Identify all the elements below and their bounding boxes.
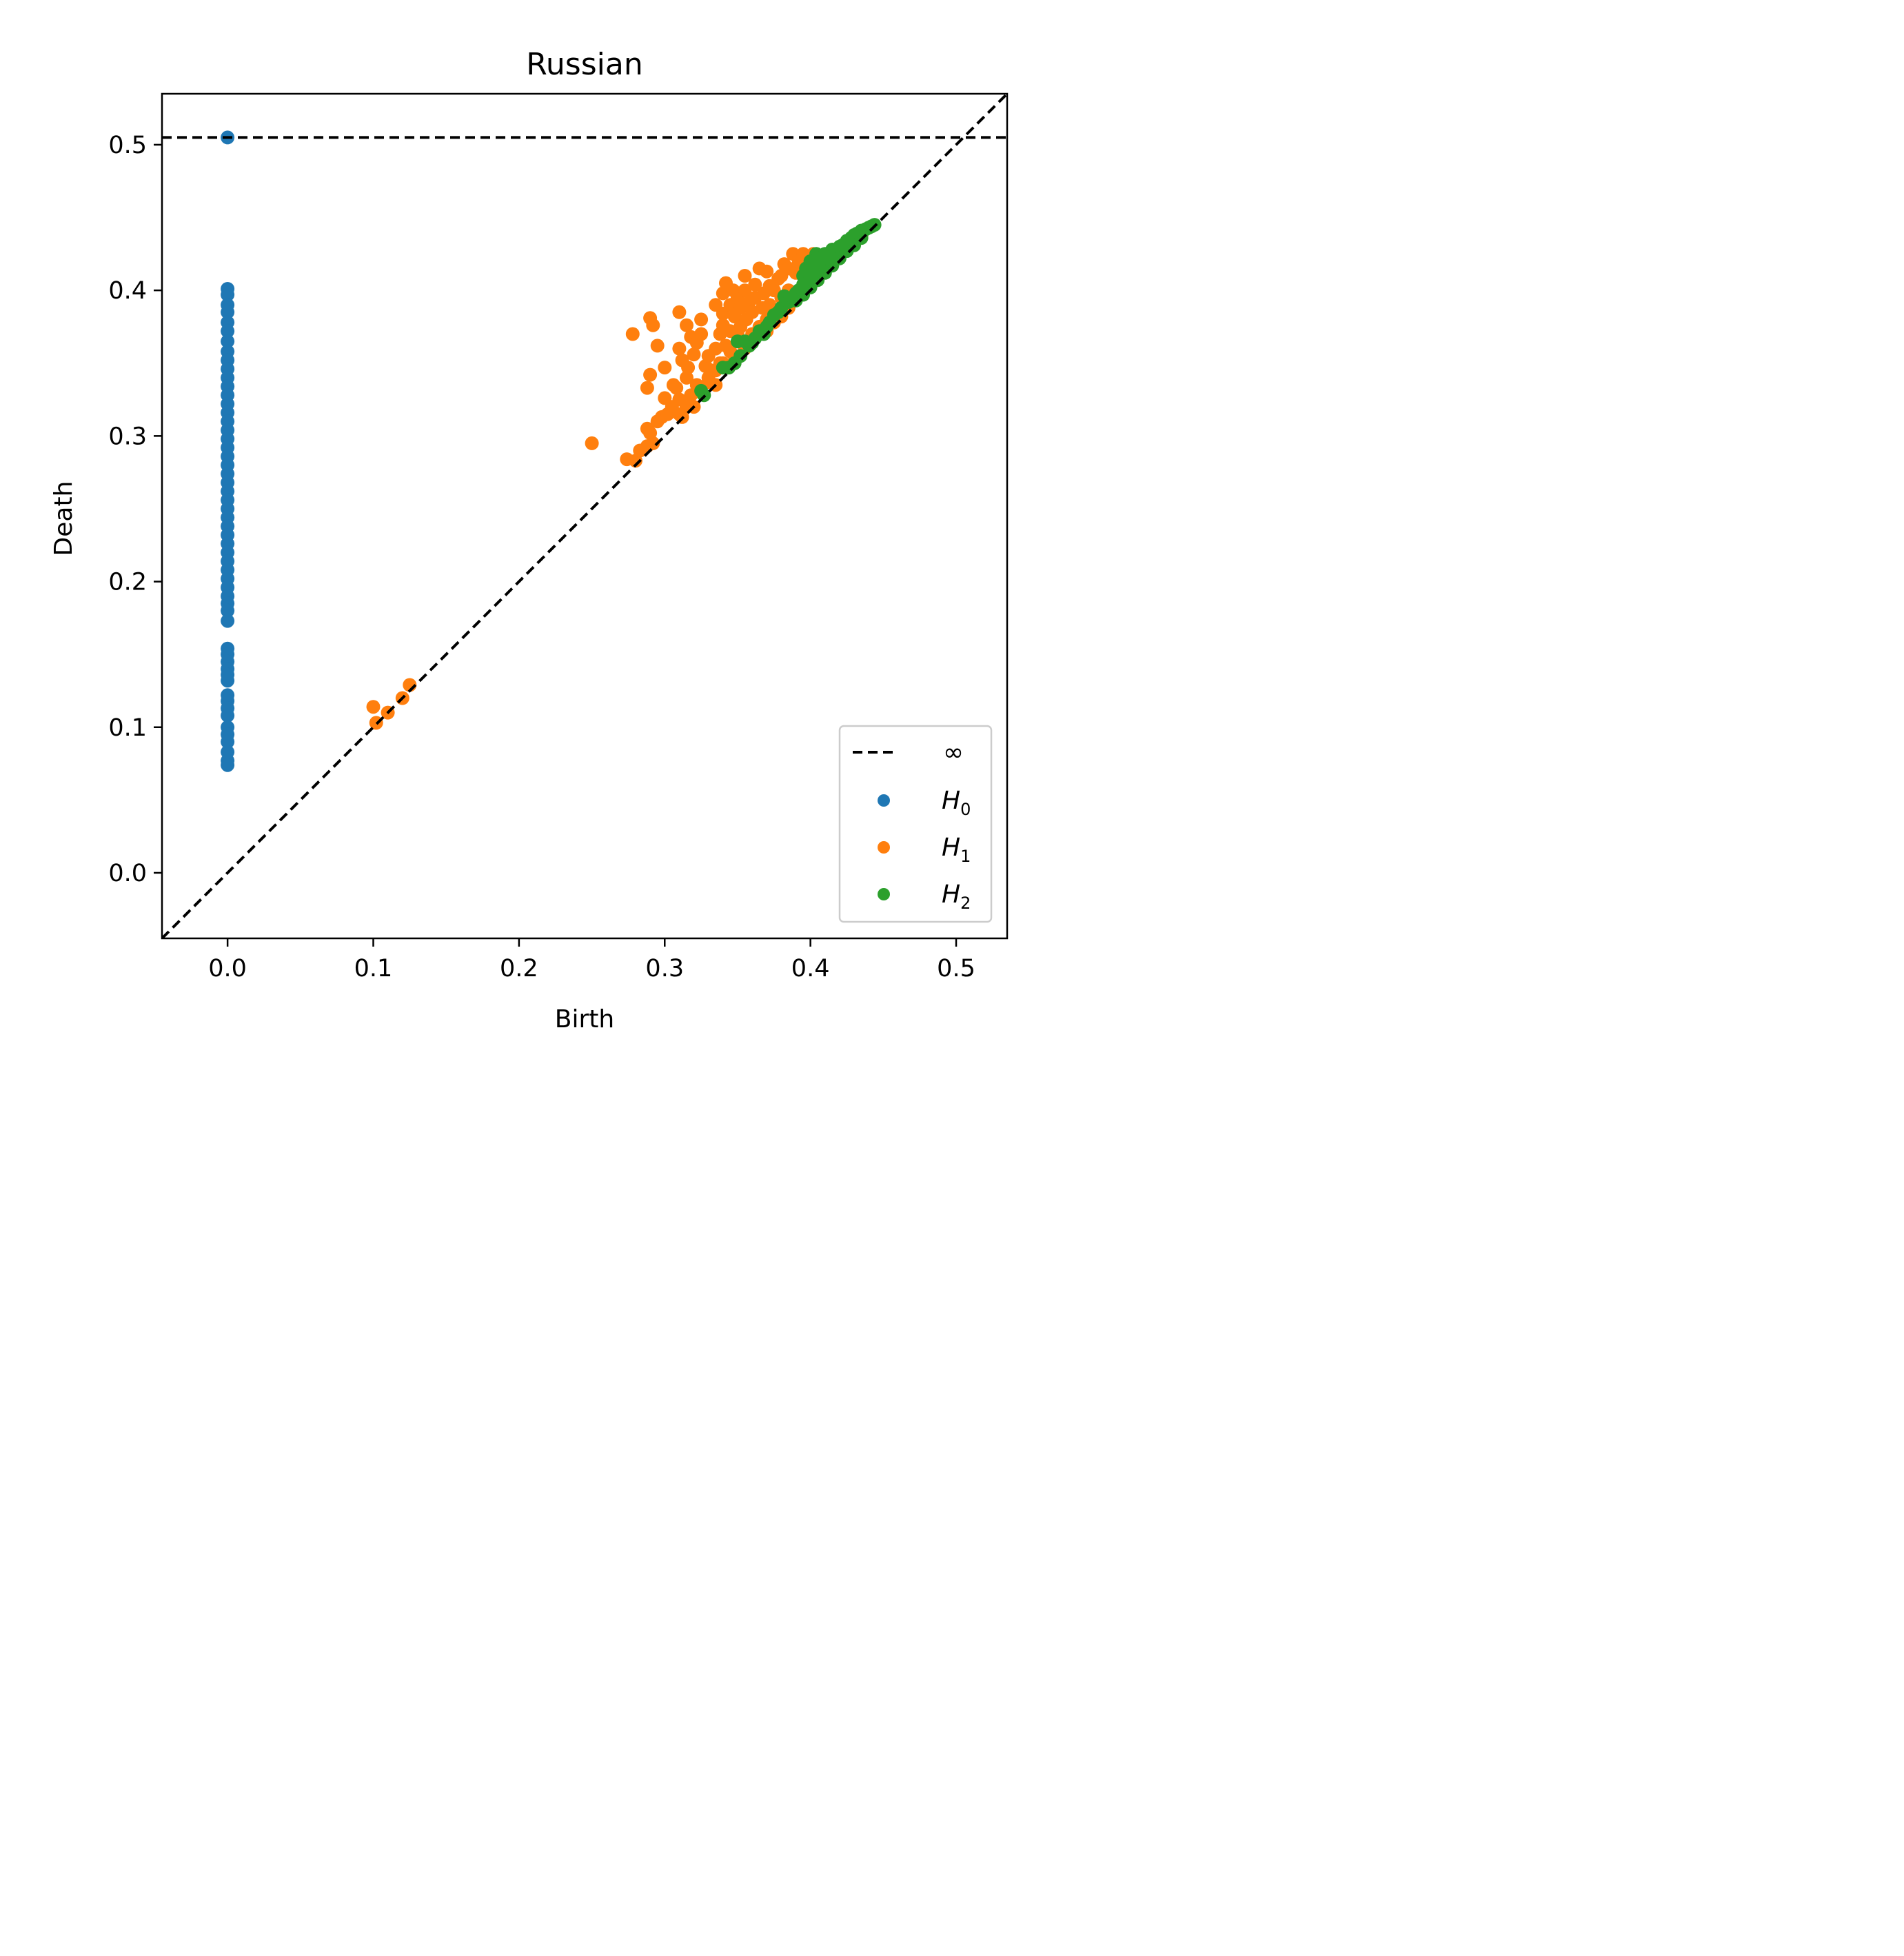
x-tick-label: 0.3 xyxy=(645,955,684,982)
reference-lines xyxy=(162,94,1007,938)
data-point xyxy=(221,758,235,772)
legend-box xyxy=(838,725,993,923)
points-layer xyxy=(221,130,882,772)
y-axis-label: Death xyxy=(50,481,78,556)
legend-label: H0 xyxy=(942,787,971,819)
data-point xyxy=(221,734,235,749)
data-point xyxy=(680,370,693,385)
y-tick-label: 0.1 xyxy=(108,714,147,742)
x-axis-ticks: 0.0 0.1 0.2 0.3 0.4 0.5 xyxy=(208,938,975,982)
y-tick-label: 0.2 xyxy=(108,569,147,596)
legend-label: H2 xyxy=(942,880,971,913)
data-point xyxy=(669,381,684,395)
data-point xyxy=(687,347,701,362)
diagonal-line xyxy=(162,94,1007,938)
data-point xyxy=(366,700,381,714)
data-point xyxy=(221,305,235,319)
data-point xyxy=(738,269,752,283)
y-tick-label: 0.5 xyxy=(108,132,147,159)
data-point xyxy=(672,341,687,356)
data-point xyxy=(694,312,709,327)
legend-marker xyxy=(878,794,890,807)
data-point xyxy=(221,288,235,302)
legend-label-main: H xyxy=(942,880,960,909)
data-point xyxy=(738,283,752,298)
legend-label-main: H xyxy=(942,787,960,815)
y-tick-label: 0.3 xyxy=(108,423,147,450)
x-tick-label: 0.5 xyxy=(937,955,975,982)
y-tick-label: 0.0 xyxy=(108,860,147,887)
legend-infinity-label: ∞ xyxy=(943,738,964,767)
y-tick-label: 0.4 xyxy=(108,277,147,305)
plot-frame xyxy=(161,92,1009,940)
y-axis-ticks: 0.0 0.1 0.2 0.3 0.4 0.5 xyxy=(108,132,162,887)
data-point xyxy=(748,277,762,292)
data-point xyxy=(694,327,709,341)
legend-label-subscript: 2 xyxy=(960,894,971,913)
data-point xyxy=(681,361,696,375)
x-tick-label: 0.1 xyxy=(354,955,393,982)
data-point xyxy=(800,276,815,290)
legend-marker xyxy=(878,888,890,900)
legend-label-subscript: 1 xyxy=(960,847,971,866)
legend-marker xyxy=(878,841,890,854)
data-point xyxy=(585,436,599,450)
x-tick-label: 0.0 xyxy=(208,955,247,982)
legend-label-main: H xyxy=(942,834,960,862)
data-point xyxy=(719,339,733,353)
data-point xyxy=(818,247,832,261)
chart-title: Russian xyxy=(526,47,642,82)
data-point xyxy=(658,361,672,375)
x-tick-label: 0.4 xyxy=(791,955,830,982)
series-h0 xyxy=(221,130,235,772)
data-point xyxy=(221,603,235,618)
data-point xyxy=(650,339,665,353)
chart-svg: Russian 0.0 0.1 0.2 0.3 0.4 0.5 0.00.10.20.30… xyxy=(50,47,1009,1034)
data-point xyxy=(643,367,658,382)
data-point xyxy=(640,381,654,395)
x-axis-label: Birth xyxy=(555,1005,614,1034)
data-point xyxy=(672,305,687,319)
data-point xyxy=(646,318,660,332)
persistence-diagram-figure: Russian 0.0 0.1 0.2 0.3 0.4 0.5 0.0 0.1 0.2 0.3 0… xyxy=(0,0,1059,1088)
data-point xyxy=(221,708,235,723)
data-point xyxy=(680,318,693,332)
data-point xyxy=(221,614,235,628)
data-point xyxy=(221,674,235,688)
data-point xyxy=(221,324,235,339)
legend-label: H1 xyxy=(942,834,971,866)
x-tick-label: 0.2 xyxy=(500,955,538,982)
data-point xyxy=(760,264,774,279)
data-point xyxy=(643,426,658,441)
legend-label-subscript: 0 xyxy=(960,800,971,819)
data-point xyxy=(733,349,748,363)
data-point xyxy=(221,334,235,349)
data-point xyxy=(625,327,640,341)
